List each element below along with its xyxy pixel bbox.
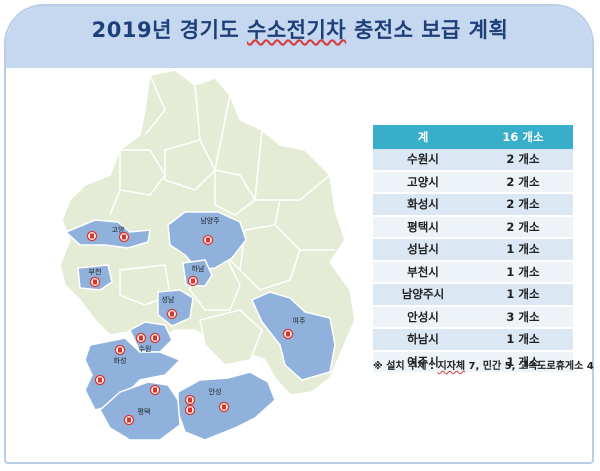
note-rest: 7, 민간 5, 고속도로휴게소 4: [465, 361, 594, 372]
table-row: 여주시 1 개소: [373, 350, 573, 374]
charging-station-icon: [149, 332, 161, 344]
table-row: 남양주시 1 개소: [373, 283, 573, 307]
charging-station-icon: [166, 308, 178, 320]
table-row: 평택시 2 개소: [373, 215, 573, 239]
label-bucheon: 부천: [89, 267, 102, 276]
table-row: 하남시 1 개소: [373, 328, 573, 352]
charging-station-icon: [184, 394, 196, 406]
table-cell-city: 하남시: [373, 328, 473, 352]
table-cell-city: 평택시: [373, 215, 473, 239]
table-row: 성남시 1 개소: [373, 238, 573, 262]
label-goyang: 고양: [112, 226, 125, 234]
note-prefix: ※ 설치 주체 :: [373, 361, 438, 372]
charging-station-icon: [123, 414, 135, 426]
table-cell-count: 1 개소: [473, 328, 573, 352]
table-cell-count: 1 개소: [473, 350, 573, 374]
region-pyeongtaek: [99, 381, 181, 441]
table-cell-city: 화성시: [373, 193, 473, 217]
label-suwon: 수원: [139, 344, 152, 353]
region-hwaseong: [84, 337, 182, 411]
region-goyang: [64, 219, 151, 249]
table-cell-city: 성남시: [373, 238, 473, 262]
charging-station-icon: [114, 344, 126, 356]
title-year: 2019년 경기도: [91, 18, 248, 42]
title-rest: 충전소 보급 계획: [346, 18, 509, 42]
table-cell-city: 안성시: [373, 305, 473, 329]
region-yeoju: [251, 291, 336, 381]
table-cell-city: 부천시: [373, 260, 473, 284]
charging-station-icon: [89, 276, 101, 288]
table-cell-count: 1 개소: [473, 260, 573, 284]
table-cell-count: 2 개소: [473, 215, 573, 239]
region-seongnam: [157, 289, 194, 327]
note-highlight: 지자체: [437, 361, 466, 372]
label-anseong: 안성: [209, 387, 222, 396]
table-cell-count: 1 개소: [473, 283, 573, 307]
table-header-total-count: 16 개소: [473, 125, 573, 149]
table-cell-count: 2 개소: [473, 170, 573, 194]
charging-station-icon: [202, 234, 214, 246]
charging-station-icon: [86, 230, 98, 242]
table-cell-city: 고양시: [373, 170, 473, 194]
charging-station-icon: [282, 328, 294, 340]
table-header-row: 계 16 개소: [373, 125, 573, 149]
label-hanam: 하남: [192, 264, 205, 273]
table-row: 고양시 2 개소: [373, 170, 573, 194]
table-cell-count: 1 개소: [473, 238, 573, 262]
table-row: 안성시 3 개소: [373, 305, 573, 329]
table-cell-count: 2 개소: [473, 149, 573, 172]
table-row: 수원시 2 개소: [373, 149, 573, 172]
label-hwaseong: 화성: [114, 356, 127, 365]
label-pyeongtaek: 평택: [138, 407, 151, 416]
label-namyangju: 남양주: [200, 216, 220, 225]
station-markers: [86, 230, 294, 426]
page-title: 2019년 경기도 수소전기차 충전소 보급 계획: [0, 14, 600, 44]
table-cell-city: 남양주시: [373, 283, 473, 307]
table-cell-city: 수원시: [373, 149, 473, 172]
station-table: 계 16 개소 수원시 2 개소 고양시 2 개소 화성시 2 개소 평택시 2 개소 …: [373, 125, 573, 374]
table-header-total-label: 계: [373, 125, 473, 149]
table-row: 부천시 1 개소: [373, 260, 573, 284]
table-cell-count: 2 개소: [473, 193, 573, 217]
charging-station-icon: [187, 275, 199, 287]
table-cell-count: 3 개소: [473, 305, 573, 329]
charging-station-icon: [218, 401, 230, 413]
map-labels: 고양 남양주 부천 하남 성남 여주 수원 화성 안성 평택: [89, 216, 306, 416]
installer-note: ※ 설치 주체 : 지자체 7, 민간 5, 고속도로휴게소 4: [373, 357, 594, 372]
label-yeoju: 여주: [293, 316, 306, 325]
charging-station-icon: [149, 384, 161, 396]
label-seongnam: 성남: [162, 295, 175, 304]
map-borders: [109, 74, 335, 271]
table-cell-city: 여주시: [373, 350, 473, 374]
title-banner: [6, 6, 592, 68]
title-highlight: 수소전기차: [247, 18, 347, 42]
charging-station-icon: [94, 374, 106, 386]
charging-station-icon: [184, 404, 196, 416]
charging-station-icon: [135, 332, 147, 344]
charging-station-icon: [118, 231, 130, 243]
table-row: 화성시 2 개소: [373, 193, 573, 217]
